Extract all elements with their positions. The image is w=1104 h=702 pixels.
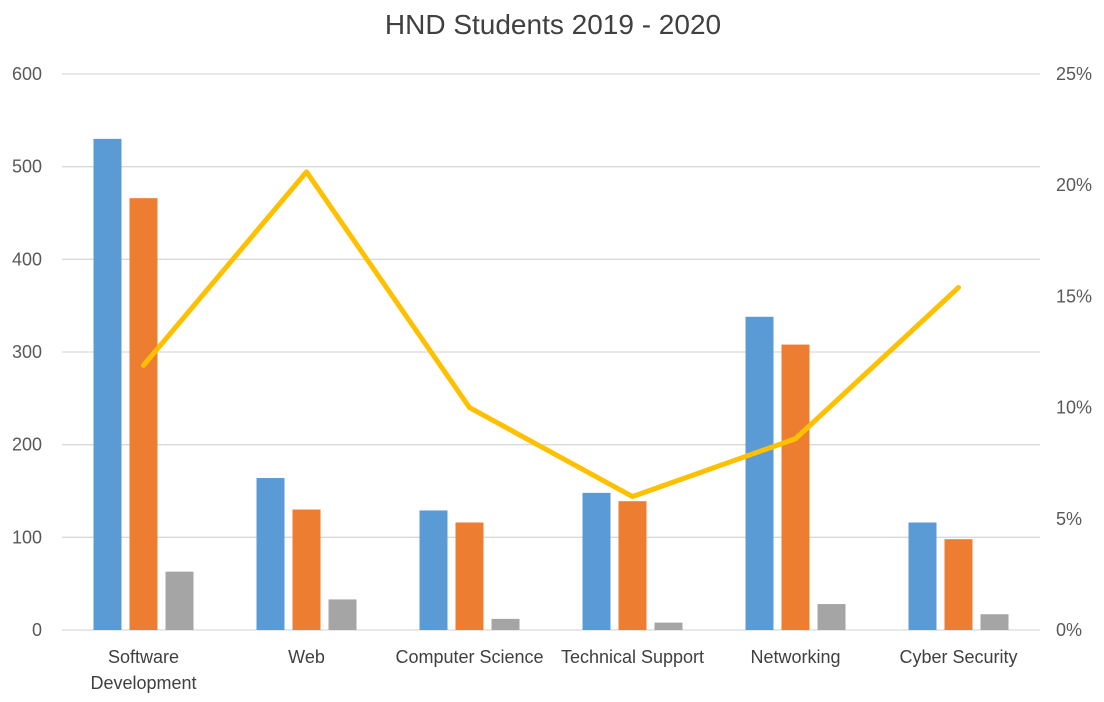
bar	[165, 571, 194, 630]
left-tick-label: 0	[32, 620, 42, 640]
bar	[129, 198, 158, 630]
left-tick-label: 600	[12, 64, 42, 84]
bar	[944, 539, 973, 630]
bar	[817, 604, 846, 630]
bar	[93, 138, 122, 630]
category-label: Networking	[750, 647, 840, 667]
bar	[328, 599, 357, 630]
left-axis-ticks: 0 100 200 300 400 500 600	[12, 64, 42, 640]
bar	[654, 622, 683, 630]
bar	[745, 316, 774, 630]
bar	[980, 614, 1009, 630]
bar	[419, 510, 448, 630]
gridlines	[62, 73, 1040, 631]
right-tick-label: 20%	[1056, 175, 1092, 195]
bar	[491, 618, 520, 630]
bar	[618, 501, 647, 630]
bars	[93, 138, 1009, 630]
right-tick-label: 5%	[1056, 509, 1082, 529]
left-tick-label: 200	[12, 435, 42, 455]
right-axis-ticks: 0% 5% 10% 15% 20% 25%	[1056, 64, 1092, 640]
bar	[256, 478, 285, 630]
right-tick-label: 25%	[1056, 64, 1092, 84]
right-tick-label: 15%	[1056, 286, 1092, 306]
category-label: Computer Science	[395, 647, 543, 667]
category-label: Cyber Security	[899, 647, 1017, 667]
series-line	[141, 169, 961, 500]
bar	[582, 492, 611, 630]
right-tick-label: 0%	[1056, 620, 1082, 640]
left-tick-label: 400	[12, 249, 42, 269]
category-label: Web	[288, 647, 325, 667]
bar	[908, 522, 937, 630]
left-tick-label: 500	[12, 157, 42, 177]
right-tick-label: 10%	[1056, 398, 1092, 418]
chart-title: HND Students 2019 - 2020	[385, 9, 721, 40]
left-tick-label: 300	[12, 342, 42, 362]
percentage-line	[141, 169, 961, 500]
bar	[781, 344, 810, 630]
category-labels: Software Development Web Computer Science Te…	[90, 647, 1017, 693]
bar	[455, 522, 484, 630]
category-label: Software Development	[90, 647, 196, 693]
category-label: Technical Support	[561, 647, 704, 667]
left-tick-label: 100	[12, 527, 42, 547]
bar	[292, 509, 321, 630]
